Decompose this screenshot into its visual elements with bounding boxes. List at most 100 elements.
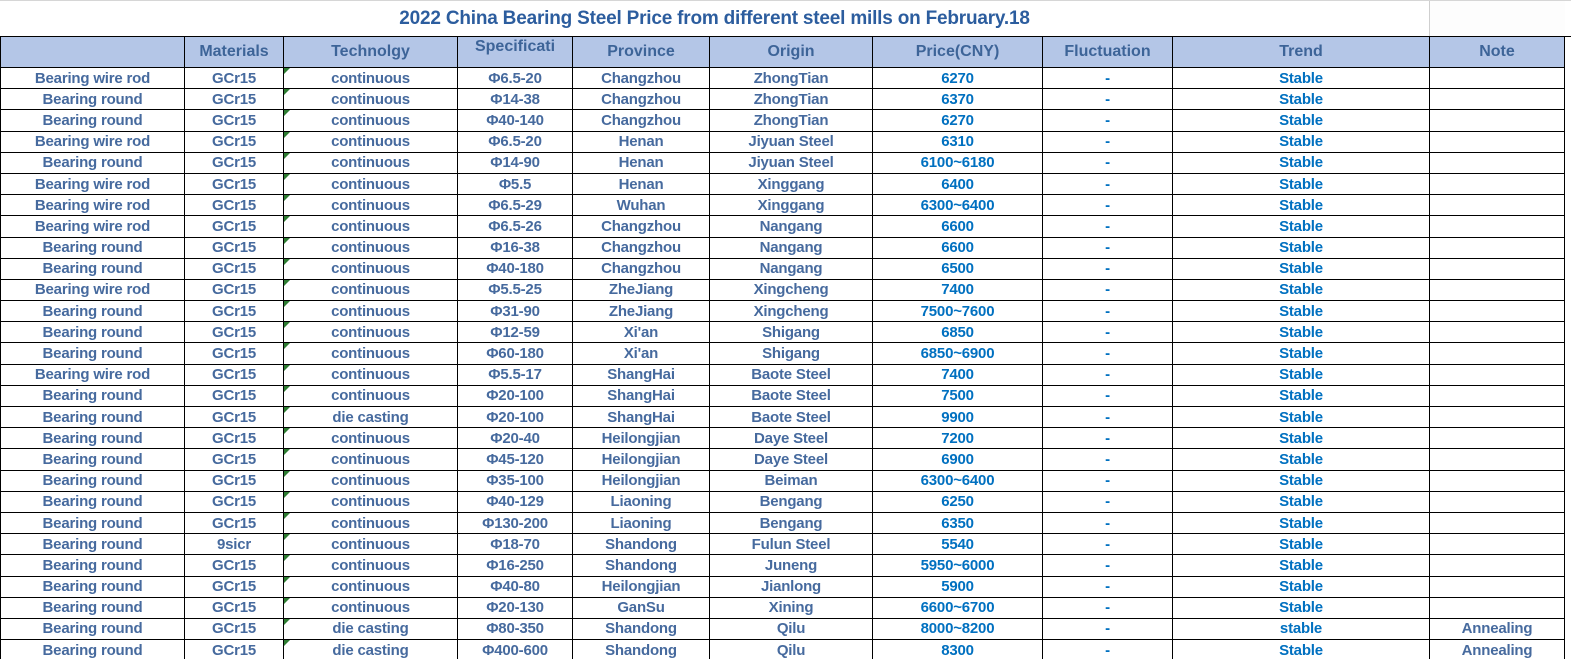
cell-origin[interactable]: Baote Steel [710,385,873,407]
cell-note[interactable] [1430,301,1565,323]
cell-materials[interactable]: GCr15 [185,322,284,344]
column-header-fluctuation[interactable]: Fluctuation [1043,37,1173,68]
cell-price[interactable]: 6850 [873,322,1043,344]
cell-specification[interactable]: Φ40-180 [458,258,573,280]
cell-specification[interactable]: Φ40-140 [458,110,573,132]
column-header-province[interactable]: Province [573,37,710,68]
cell-technology[interactable]: continuous [284,470,458,492]
cell-province[interactable]: GanSu [573,597,710,619]
cell-fluctuation[interactable]: - [1043,428,1173,450]
cell-province[interactable]: Wuhan [573,195,710,217]
cell-fluctuation[interactable]: - [1043,173,1173,196]
cell-technology[interactable]: die casting [284,407,458,429]
cell-technology[interactable]: continuous [284,237,458,259]
cell-specification[interactable]: Φ6.5-29 [458,195,573,217]
cell-note[interactable] [1430,555,1565,577]
cell-technology[interactable]: continuous [284,279,458,302]
cell-price[interactable]: 6100~6180 [873,152,1043,174]
cell-fluctuation[interactable]: - [1043,597,1173,619]
cell-province[interactable]: Henan [573,152,710,174]
cell-province[interactable]: Changzhou [573,216,710,238]
cell-province[interactable]: Heilongjian [573,470,710,492]
cell-product[interactable]: Bearing round [0,491,185,513]
cell-materials[interactable]: GCr15 [185,640,284,659]
cell-technology[interactable]: continuous [284,216,458,238]
cell-materials[interactable]: GCr15 [185,301,284,323]
cell-trend[interactable]: Stable [1173,216,1430,238]
cell-origin[interactable]: Jiyuan Steel [710,152,873,174]
cell-materials[interactable]: GCr15 [185,343,284,365]
cell-province[interactable]: Shandong [573,555,710,577]
cell-province[interactable]: Changzhou [573,68,710,90]
cell-fluctuation[interactable]: - [1043,195,1173,217]
cell-product[interactable]: Bearing round [0,301,185,323]
cell-product[interactable]: Bearing round [0,110,185,132]
cell-fluctuation[interactable]: - [1043,576,1173,598]
cell-materials[interactable]: GCr15 [185,407,284,429]
cell-price[interactable]: 5540 [873,534,1043,556]
cell-note[interactable] [1430,237,1565,259]
cell-product[interactable]: Bearing round [0,449,185,471]
cell-fluctuation[interactable]: - [1043,68,1173,90]
cell-product[interactable]: Bearing round [0,237,185,259]
cell-origin[interactable]: Jiyuan Steel [710,131,873,153]
cell-origin[interactable]: Qilu [710,640,873,659]
cell-product[interactable]: Bearing round [0,152,185,174]
cell-note[interactable] [1430,470,1565,492]
cell-fluctuation[interactable]: - [1043,322,1173,344]
cell-product[interactable]: Bearing round [0,385,185,407]
cell-province[interactable]: Liaoning [573,512,710,535]
cell-technology[interactable]: die casting [284,618,458,641]
cell-origin[interactable]: Bengang [710,512,873,535]
cell-origin[interactable]: Nangang [710,237,873,259]
cell-specification[interactable]: Φ20-40 [458,428,573,450]
cell-specification[interactable]: Φ14-38 [458,89,573,111]
cell-origin[interactable]: Daye Steel [710,428,873,450]
cell-specification[interactable]: Φ40-80 [458,576,573,598]
cell-origin[interactable]: Xinggang [710,195,873,217]
cell-note[interactable] [1430,597,1565,619]
cell-price[interactable]: 6600 [873,237,1043,259]
cell-province[interactable]: Xi'an [573,343,710,365]
cell-specification[interactable]: Φ31-90 [458,301,573,323]
cell-origin[interactable]: Shigang [710,322,873,344]
cell-product[interactable]: Bearing round [0,470,185,492]
cell-technology[interactable]: continuous [284,173,458,196]
cell-price[interactable]: 5900 [873,576,1043,598]
cell-trend[interactable]: Stable [1173,534,1430,556]
cell-materials[interactable]: GCr15 [185,152,284,174]
cell-note[interactable] [1430,152,1565,174]
cell-specification[interactable]: Φ130-200 [458,512,573,535]
cell-note[interactable]: Annealing [1430,618,1565,641]
cell-price[interactable]: 6370 [873,89,1043,111]
cell-trend[interactable]: Stable [1173,343,1430,365]
cell-price[interactable]: 6350 [873,512,1043,535]
cell-product[interactable]: Bearing wire rod [0,173,185,196]
cell-fluctuation[interactable]: - [1043,555,1173,577]
cell-trend[interactable]: Stable [1173,301,1430,323]
cell-fluctuation[interactable]: - [1043,258,1173,280]
column-header-origin[interactable]: Origin [710,37,873,68]
cell-origin[interactable]: Bengang [710,491,873,513]
cell-price[interactable]: 6270 [873,68,1043,90]
cell-materials[interactable]: GCr15 [185,364,284,386]
cell-materials[interactable]: GCr15 [185,173,284,196]
cell-price[interactable]: 6300~6400 [873,195,1043,217]
cell-province[interactable]: Liaoning [573,491,710,513]
cell-province[interactable]: Heilongjian [573,428,710,450]
cell-materials[interactable]: GCr15 [185,68,284,90]
cell-technology[interactable]: continuous [284,152,458,174]
cell-price[interactable]: 6400 [873,173,1043,196]
cell-trend[interactable]: Stable [1173,449,1430,471]
cell-note[interactable] [1430,385,1565,407]
cell-technology[interactable]: continuous [284,301,458,323]
cell-trend[interactable]: Stable [1173,385,1430,407]
cell-note[interactable] [1430,512,1565,535]
cell-fluctuation[interactable]: - [1043,89,1173,111]
cell-note[interactable] [1430,534,1565,556]
cell-origin[interactable]: Xingcheng [710,301,873,323]
cell-province[interactable]: ZheJiang [573,301,710,323]
cell-technology[interactable]: continuous [284,597,458,619]
cell-note[interactable] [1430,68,1565,90]
cell-technology[interactable]: continuous [284,322,458,344]
